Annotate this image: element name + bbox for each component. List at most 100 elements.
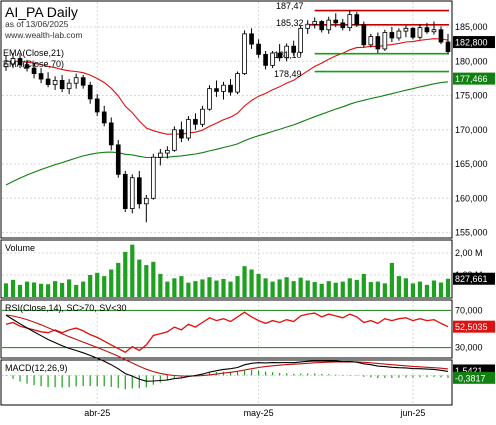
macd-histogram-bar <box>328 374 330 376</box>
candle-body <box>3 63 9 68</box>
macd-histogram-bar <box>40 375 42 387</box>
macd-histogram-bar <box>12 375 14 379</box>
candle-body <box>200 108 205 125</box>
macd-histogram-bar <box>47 375 49 388</box>
volume-bar <box>144 265 149 297</box>
price-tick-label: 175,000 <box>455 91 488 101</box>
ema21-legend: EMA(Close,21) <box>3 48 64 58</box>
volume-bar <box>158 273 163 297</box>
candle-body <box>319 21 325 31</box>
ema21-line <box>5 38 449 135</box>
candle-body <box>284 45 289 59</box>
volume-bar <box>130 244 135 297</box>
macd-histogram-bar <box>117 375 119 388</box>
volume-bar <box>424 284 430 297</box>
volume-bar <box>53 281 58 297</box>
candle-body <box>382 32 388 50</box>
macd-histogram-bar <box>243 370 246 376</box>
macd-title: MACD(12,26,9) <box>5 363 68 373</box>
volume-bar <box>277 279 282 297</box>
macd-histogram-bar <box>433 375 435 378</box>
volume-bar <box>38 283 44 297</box>
rsi-panel <box>5 311 449 354</box>
macd-histogram-bar <box>356 375 358 376</box>
candle-body <box>87 84 93 100</box>
volume-bar <box>172 278 177 297</box>
volume-bar <box>10 279 16 297</box>
macd-histogram-bar <box>321 373 323 376</box>
candle-body <box>291 45 296 53</box>
volume-badge-text: 827,661 <box>455 274 488 284</box>
macd-histogram-bar <box>138 375 140 389</box>
last-price-badge-bg <box>453 36 495 49</box>
macd-histogram-bar <box>82 375 84 387</box>
signal-badge: -0,3817 <box>453 371 495 384</box>
macd-histogram-bar <box>5 375 7 376</box>
candle-body <box>242 33 247 74</box>
candle-body <box>312 21 318 25</box>
volume-bar <box>193 281 198 297</box>
price-tick-label: 155,000 <box>455 228 488 238</box>
macd-histogram-bar <box>264 371 267 376</box>
macd-histogram-bar <box>447 375 449 378</box>
volume-bar <box>375 281 380 297</box>
volume-bar <box>270 281 275 297</box>
candle-body <box>52 80 58 85</box>
candle-body <box>207 88 212 110</box>
macd-histogram-bar <box>314 373 316 376</box>
volume-bar <box>116 262 121 297</box>
candle-body <box>10 58 16 65</box>
volume-bar <box>438 282 444 297</box>
candle-body <box>115 144 121 175</box>
candle-body <box>59 80 65 90</box>
candle-body <box>333 19 339 24</box>
candle-body <box>396 30 402 39</box>
rsi-badge-text: 52,5035 <box>455 322 488 332</box>
candle-body <box>214 88 219 92</box>
candle-body <box>228 84 233 93</box>
panel-frames <box>0 0 453 406</box>
rsi-line <box>5 311 449 354</box>
candle-body <box>165 149 170 154</box>
site-label: www.wealth-lab.com <box>4 30 82 40</box>
macd-histogram-bar <box>68 375 70 388</box>
volume-bar <box>410 283 416 297</box>
ema70-badge: 177,466 <box>453 72 495 85</box>
last-price-badge-text: 182,800 <box>455 38 488 48</box>
volume-bar <box>45 284 51 297</box>
volume-bar <box>396 276 401 297</box>
volume-bar <box>24 281 30 297</box>
volume-bar <box>207 277 212 297</box>
macd-histogram-bar <box>335 374 337 376</box>
resistance-label: 185,32 <box>276 18 304 28</box>
signal-badge-text: -0,3817 <box>455 373 486 383</box>
volume-bar <box>200 279 205 297</box>
as-of-date: as of 13/06/2025 <box>5 19 69 29</box>
macd-histogram-bar <box>293 373 295 376</box>
ema70-legend: EMA(Close,70) <box>3 59 64 69</box>
candle-body <box>143 197 149 205</box>
candle-body <box>108 122 114 146</box>
candle-body <box>375 36 381 50</box>
volume-bar <box>305 280 310 297</box>
candle-body <box>158 152 163 158</box>
candle-body <box>24 64 30 69</box>
macd-histogram-bar <box>96 375 98 387</box>
volume-bar <box>298 277 303 297</box>
candle-body <box>361 24 367 46</box>
candle-body <box>249 33 254 45</box>
macd-histogram-bar <box>377 375 379 379</box>
price-panel <box>3 9 451 223</box>
price-tick-label: 180,000 <box>455 56 488 66</box>
rsi-tick-label: 30,000 <box>455 343 483 353</box>
volume-bar <box>361 273 366 297</box>
volume-bar <box>326 281 331 297</box>
volume-badge: 827,661 <box>453 272 495 285</box>
volume-bar <box>109 269 114 297</box>
grid-lines <box>2 2 451 404</box>
macd-histogram-bar <box>426 375 428 378</box>
candle-body <box>263 53 268 66</box>
candle-body <box>403 27 409 32</box>
volume-bar <box>235 276 240 297</box>
